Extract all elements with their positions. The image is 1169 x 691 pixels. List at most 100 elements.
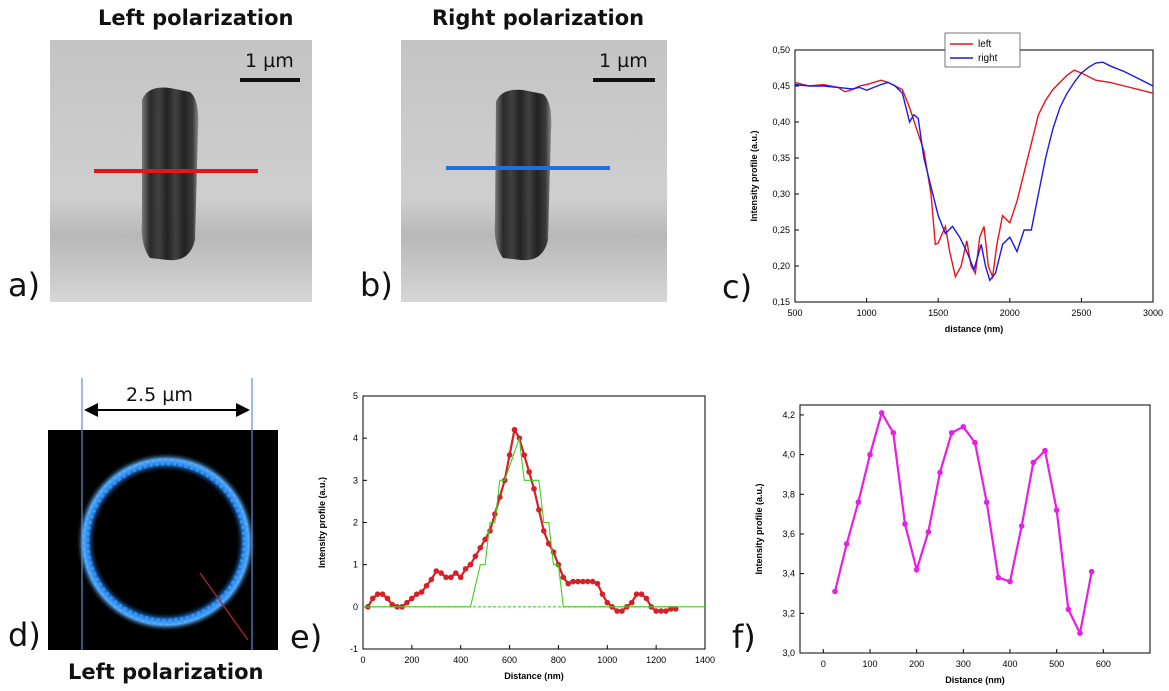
x-tick-label: 0 (821, 659, 826, 669)
y-tick-label: 0,35 (772, 153, 790, 163)
y-tick-label: 2 (353, 518, 358, 528)
panel-d-caption: Left polarization (68, 660, 264, 684)
data-point (477, 545, 484, 551)
y-tick-label: 0,45 (772, 81, 790, 91)
data-point (1065, 606, 1072, 613)
y-tick-label: 3,0 (782, 648, 795, 658)
data-point (599, 591, 606, 597)
data-point (1053, 507, 1060, 513)
data-point (653, 608, 659, 614)
data-point (418, 589, 425, 595)
x-tick-label: 300 (956, 659, 971, 669)
panel-b-title: Right polarization (432, 6, 645, 30)
data-point (545, 540, 552, 547)
data-point (467, 561, 474, 568)
data-point (668, 606, 674, 612)
data-point (902, 521, 908, 527)
y-tick-label: 3,2 (782, 608, 795, 618)
x-tick-label: 1400 (695, 655, 715, 665)
x-tick-label: 3000 (1143, 308, 1163, 318)
data-point (843, 541, 850, 547)
x-tick-label: 2500 (1071, 308, 1091, 318)
y-tick-label: 4 (353, 433, 358, 443)
data-point (1030, 459, 1037, 466)
y-tick-label: 0,25 (772, 225, 790, 235)
data-point (443, 574, 449, 581)
x-tick-label: 0 (360, 655, 365, 665)
data-point (580, 578, 586, 585)
panel-f-letter: f) (732, 618, 756, 656)
data-point (433, 568, 440, 574)
data-point (913, 566, 920, 573)
x-tick-label: 2000 (1000, 308, 1020, 318)
data-point (506, 452, 513, 458)
y-tick-label: 0,15 (772, 297, 790, 307)
data-point (589, 578, 596, 585)
data-point (404, 599, 410, 606)
chart-c: 500 1000 1500 2000 2500 3000 0,15 0,20 0,25 0,30 0… (749, 32, 1163, 334)
panel-c-letter: c) (722, 268, 753, 306)
y-tick-label: 0 (353, 602, 358, 612)
data-point (663, 608, 669, 614)
data-point (604, 599, 611, 606)
data-point (594, 580, 601, 587)
x-axis-label: distance (nm) (945, 324, 1004, 334)
legend-box (944, 32, 1021, 68)
data-point (575, 578, 581, 585)
y-tick-label: 0,50 (772, 45, 790, 55)
x-axis-label: Distance (nm) (504, 671, 564, 681)
data-point (855, 499, 862, 506)
plot-frame (799, 404, 1151, 654)
data-point (925, 529, 932, 535)
y-tick-label: 3,6 (782, 529, 795, 539)
y-tick-label: 3,8 (782, 489, 795, 499)
y-tick-label: 0,30 (772, 189, 790, 199)
y-tick-label: 0,20 (772, 261, 790, 271)
data-point (457, 574, 464, 581)
x-tick-label: 1000 (857, 308, 877, 318)
series-line-0 (833, 410, 1093, 637)
data-point (560, 574, 567, 581)
data-point (379, 591, 386, 597)
legend-label: right (978, 53, 998, 64)
data-point (526, 469, 532, 475)
data-point (628, 599, 635, 606)
data-point (878, 410, 885, 416)
data-point (448, 574, 454, 581)
panel-d-fluorescence-image (48, 378, 278, 650)
data-point (565, 580, 571, 587)
data-point (521, 452, 528, 458)
data-point (428, 576, 435, 583)
data-point (983, 499, 990, 506)
y-axis-label: Intensity profile (a.u.) (754, 483, 764, 574)
x-tick-label: 500 (787, 308, 802, 318)
panel-a-scale-label: 1 µm (245, 50, 294, 72)
y-tick-label: -1 (350, 644, 358, 654)
data-point (867, 451, 873, 458)
data-point (389, 601, 396, 608)
panel-b-letter: b) (360, 266, 393, 304)
data-point (384, 595, 391, 602)
x-tick-label: 200 (404, 655, 419, 665)
x-tick-label: 1500 (928, 308, 948, 318)
panel-d-letter: d) (8, 616, 41, 654)
plot-frame (794, 49, 1154, 303)
y-tick-label: 1 (353, 560, 358, 570)
y-axis-label: Intensity profile (a.u.) (749, 130, 759, 221)
data-point (536, 507, 542, 513)
data-point (482, 536, 488, 543)
data-point (619, 608, 625, 614)
series-line-1 (794, 61, 1154, 282)
x-tick-label: 200 (909, 659, 924, 669)
data-point (1018, 523, 1025, 529)
data-point (570, 578, 576, 585)
data-point (643, 595, 650, 602)
data-point (423, 582, 430, 589)
data-point (511, 426, 518, 433)
data-point (531, 485, 537, 492)
data-point (472, 553, 479, 560)
data-point (413, 591, 420, 597)
series-line-0 (794, 69, 1154, 280)
data-point (369, 595, 376, 602)
y-tick-label: 0,40 (772, 117, 790, 127)
